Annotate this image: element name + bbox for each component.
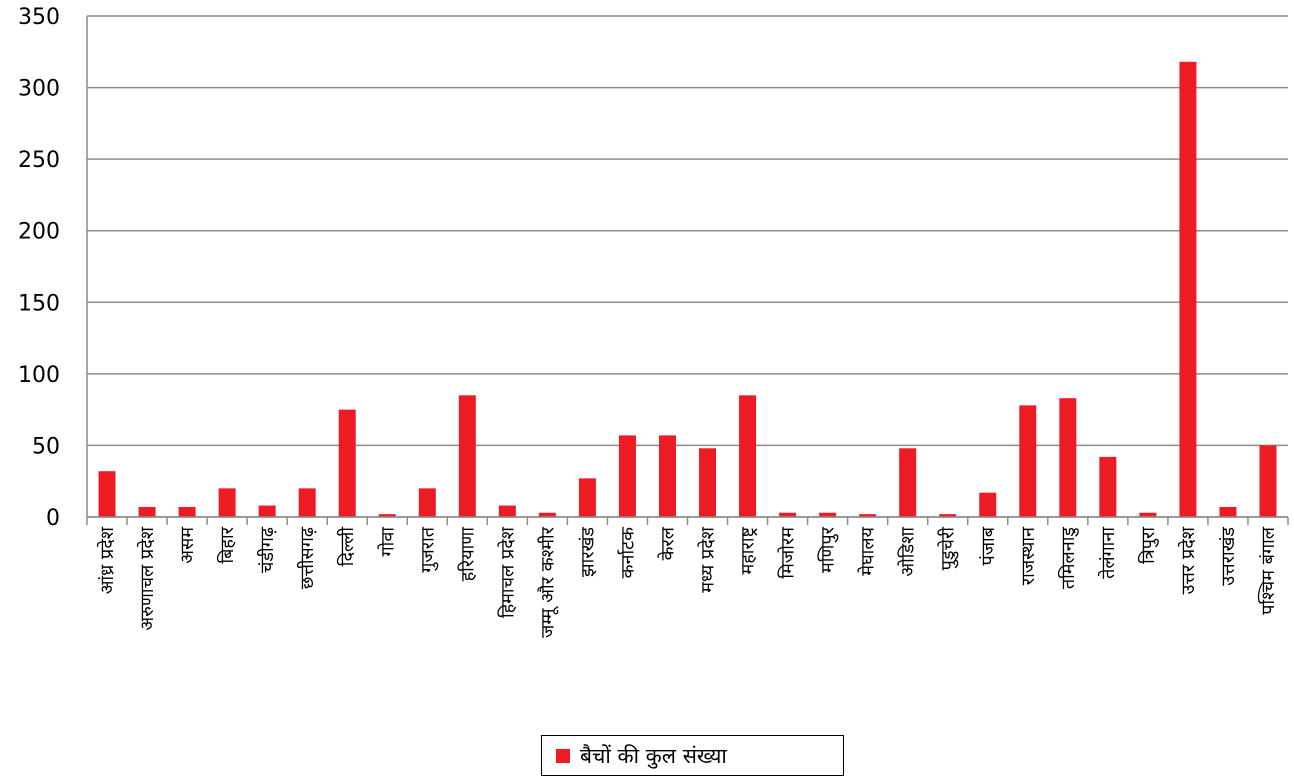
bar bbox=[658, 435, 676, 517]
x-tick-label: बिहार bbox=[216, 526, 238, 563]
x-tick-label: महाराष्ट्र bbox=[738, 527, 759, 575]
bar bbox=[578, 478, 596, 517]
gridlines bbox=[87, 15, 1288, 518]
bar bbox=[378, 514, 396, 517]
x-tick-label: ओडिशा bbox=[897, 527, 919, 577]
x-tick-label: उत्तराखंड bbox=[1218, 527, 1239, 586]
bar bbox=[338, 409, 356, 517]
x-tick-label: कर्नाटक bbox=[616, 526, 638, 579]
x-tick-label: पंजाब bbox=[978, 526, 999, 565]
bar bbox=[298, 488, 316, 517]
x-tick-label: त्रिपुरा bbox=[1137, 527, 1159, 564]
x-axis-tick-labels: आंध्र प्रदेश अरुणाचल प्रदेश असम बिहार चंडीगढ… bbox=[96, 526, 1279, 638]
x-tick-label: गोवा bbox=[376, 527, 398, 557]
x-tick-label: उत्तर प्रदेश bbox=[1177, 526, 1199, 594]
x-tick-label: मध्य प्रदेश bbox=[697, 526, 719, 592]
legend-swatch bbox=[556, 748, 570, 763]
y-axis-tick-labels: 0 50 100 150 200 250 300 350 bbox=[18, 5, 60, 531]
x-tick-label: पुडुचेरी bbox=[937, 527, 959, 571]
x-tick-label: राजस्थान bbox=[1018, 526, 1039, 585]
bar bbox=[98, 471, 116, 517]
y-tick-label: 100 bbox=[18, 363, 60, 388]
y-tick-label: 200 bbox=[18, 220, 60, 245]
x-tick-label: तेलंगाना bbox=[1097, 527, 1119, 579]
bar bbox=[498, 505, 516, 517]
y-tick-label: 250 bbox=[18, 148, 60, 173]
bar bbox=[1179, 61, 1197, 517]
bar bbox=[979, 492, 997, 517]
bar bbox=[538, 512, 556, 517]
y-tick-label: 300 bbox=[18, 77, 60, 102]
x-tick-label: मेघालय bbox=[857, 526, 879, 575]
bar bbox=[178, 506, 196, 517]
y-tick-label: 0 bbox=[46, 506, 60, 531]
bar bbox=[899, 448, 917, 517]
y-tick-label: 50 bbox=[32, 434, 60, 459]
bar bbox=[739, 395, 757, 517]
bar bbox=[779, 512, 797, 517]
legend-label: बैचों की कुल संख्या bbox=[580, 743, 727, 768]
x-tick-label: छत्तीसगढ़ bbox=[296, 526, 318, 589]
x-tick-label: हरियाणा bbox=[456, 527, 478, 582]
x-tick-label: पश्चिम बंगाल bbox=[1257, 526, 1279, 615]
y-tick-label: 350 bbox=[18, 5, 60, 30]
x-tick-label: मणिपुर bbox=[817, 526, 839, 573]
bar bbox=[1259, 445, 1277, 517]
x-tick-label: केरल bbox=[656, 526, 678, 560]
x-tick-label: आंध्र प्रदेश bbox=[96, 526, 118, 594]
bar bbox=[618, 435, 636, 517]
x-tick-label: असम bbox=[177, 526, 198, 564]
x-tick-label: गुजरात bbox=[417, 526, 438, 573]
bar bbox=[458, 395, 476, 517]
y-tick-label: 150 bbox=[18, 291, 60, 316]
x-tick-label: अरुणाचल प्रदेश bbox=[136, 526, 158, 630]
bar bbox=[1139, 512, 1157, 517]
x-tick-label: जम्मू और कश्मीर bbox=[536, 526, 558, 638]
bar bbox=[819, 512, 837, 517]
x-tick-label: हिमाचल प्रदेश bbox=[496, 526, 518, 618]
bar bbox=[418, 488, 436, 517]
x-tick-label: झारखंड bbox=[577, 527, 598, 577]
bar bbox=[939, 514, 957, 517]
bar bbox=[859, 514, 877, 517]
x-tick-label: दिल्ली bbox=[336, 527, 358, 567]
x-tick-label: तमिलनाडु bbox=[1057, 527, 1079, 590]
x-tick-label: मिजोरम bbox=[777, 526, 799, 579]
bar bbox=[1019, 405, 1037, 517]
bar bbox=[218, 488, 236, 517]
bar bbox=[258, 505, 276, 517]
bar bbox=[138, 506, 156, 517]
bar bbox=[1099, 456, 1117, 517]
bar bbox=[1219, 506, 1237, 517]
x-tick-label: चंडीगढ़ bbox=[256, 526, 278, 573]
bar bbox=[699, 448, 717, 517]
bar bbox=[1059, 398, 1077, 517]
legend: बैचों की कुल संख्या bbox=[541, 735, 844, 776]
bars bbox=[98, 61, 1277, 517]
axes bbox=[86, 16, 1289, 525]
